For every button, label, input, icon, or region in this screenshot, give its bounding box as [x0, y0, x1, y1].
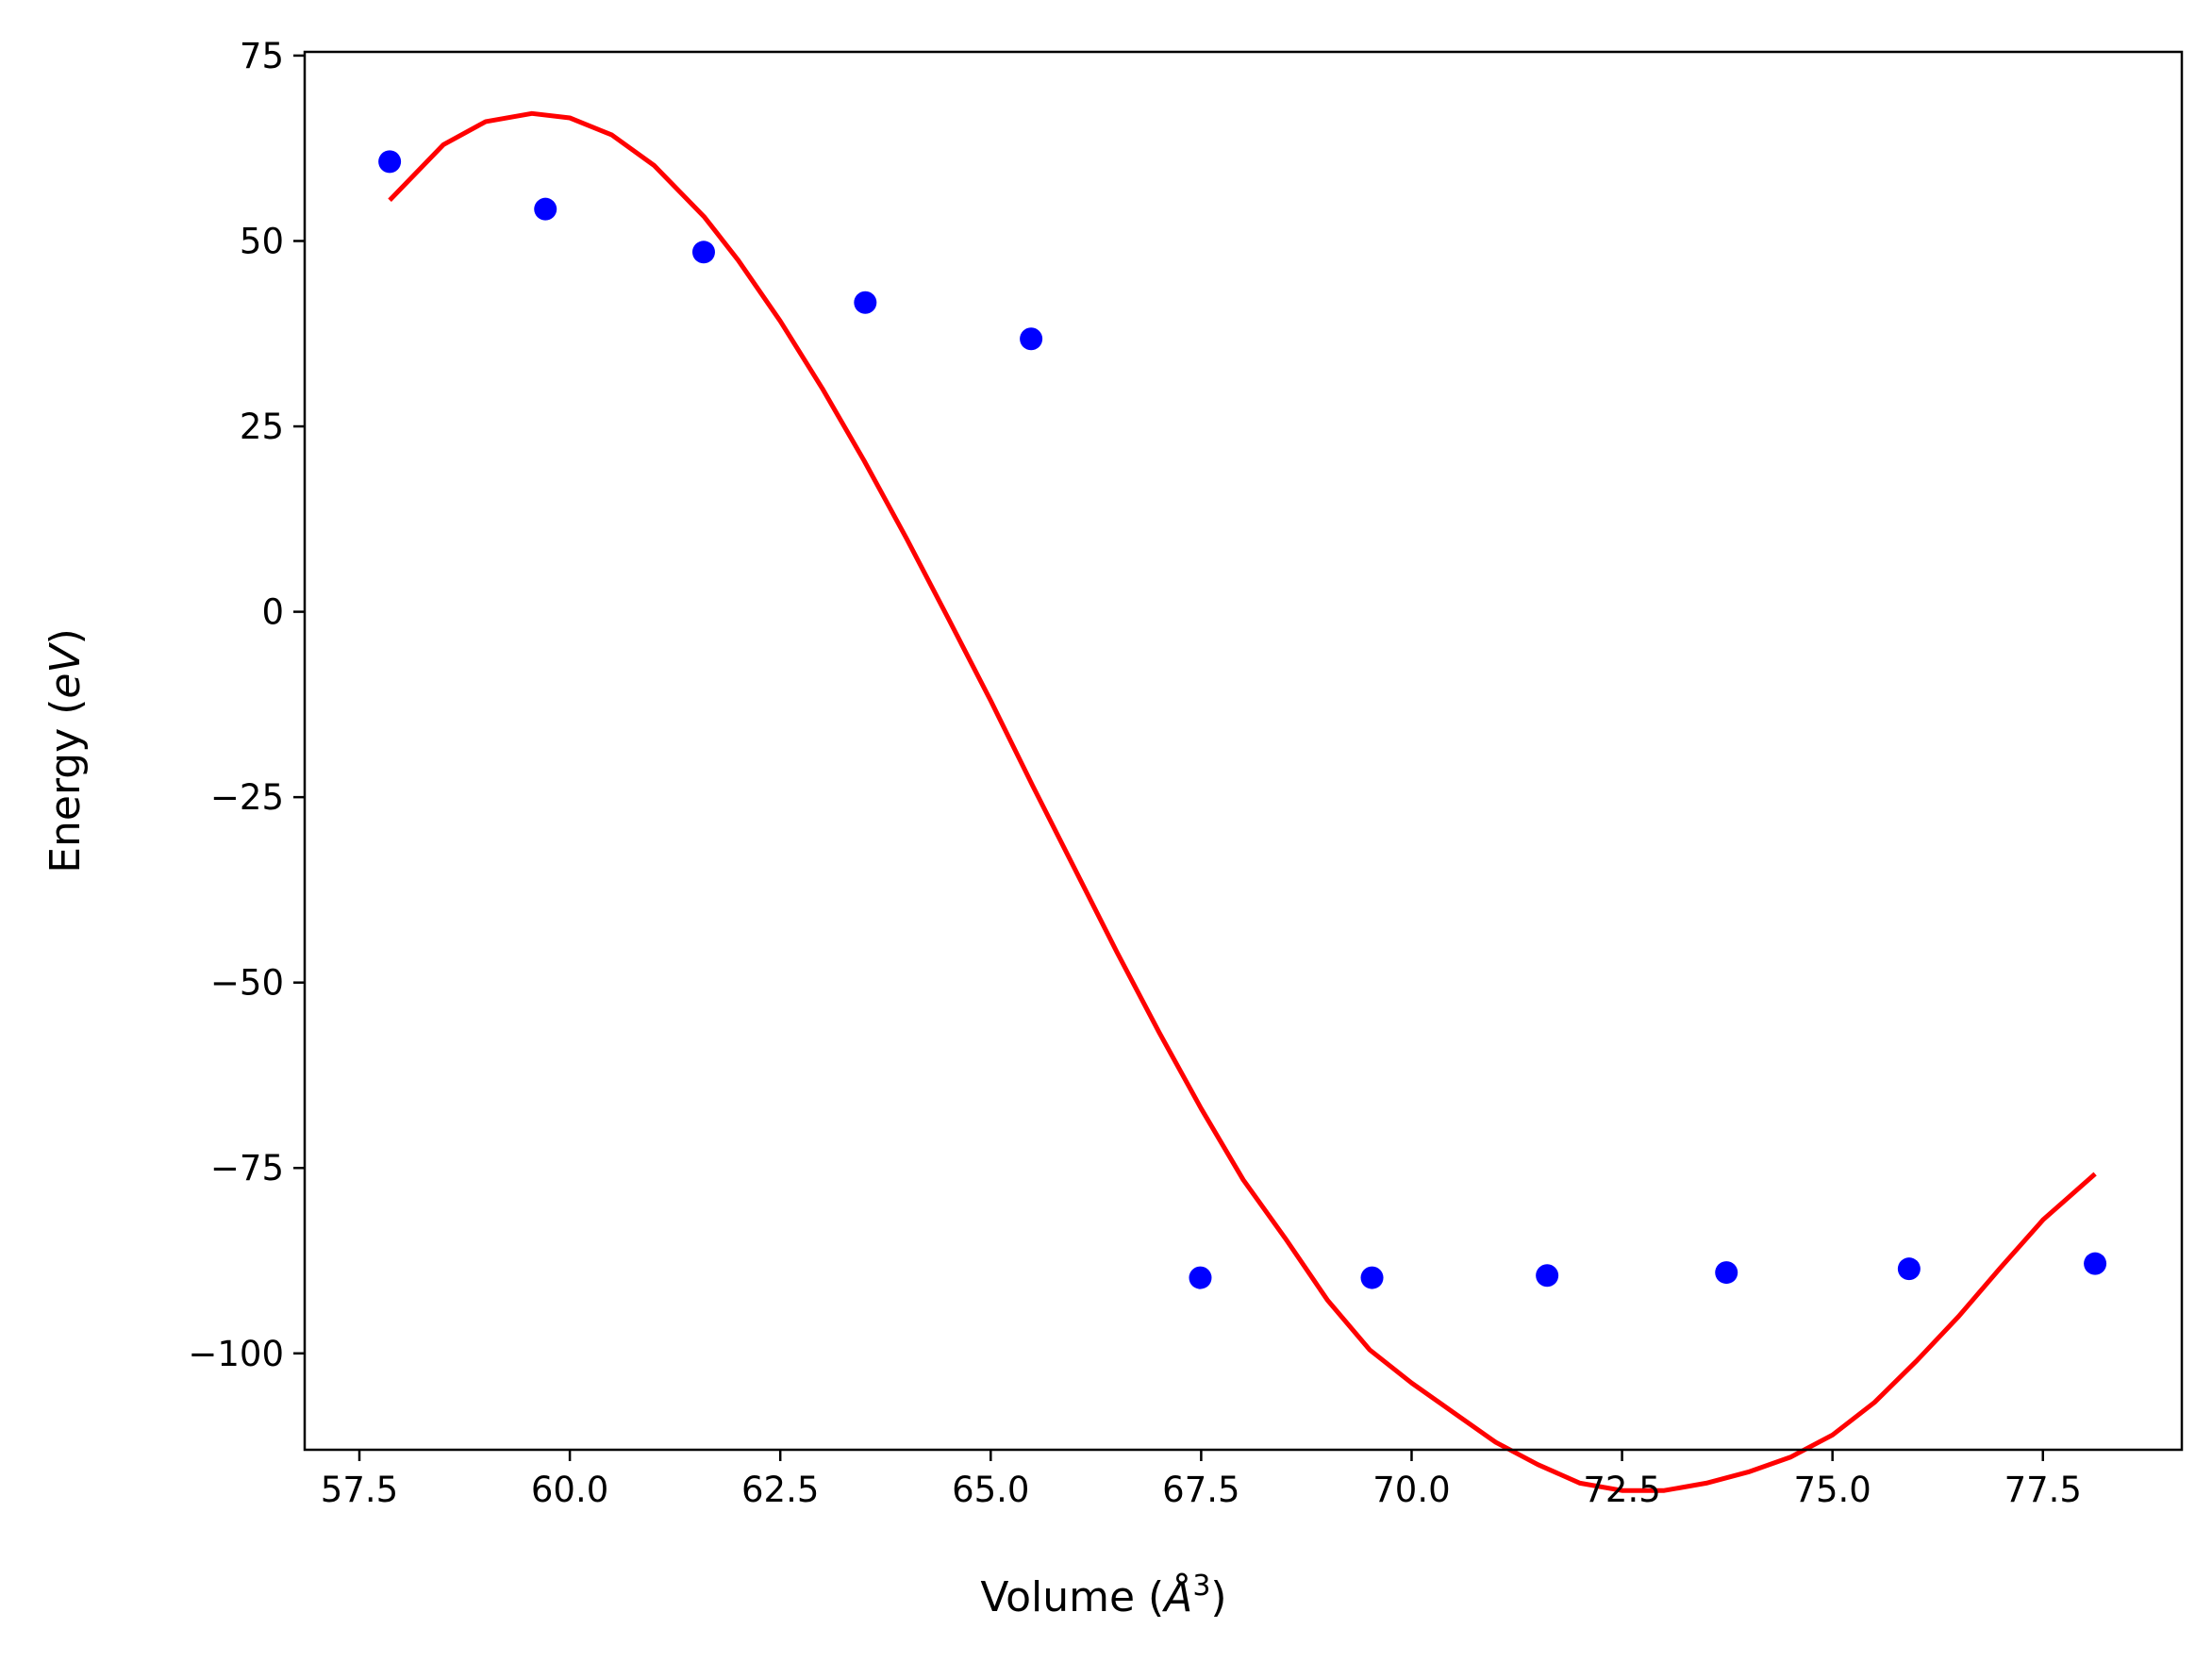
- y-tick-label: −25: [210, 777, 284, 818]
- y-tick-label: 75: [240, 36, 284, 76]
- data-point: [2084, 1252, 2107, 1275]
- x-tick-label: 75.0: [1793, 1470, 1871, 1510]
- x-tick-label: 65.0: [952, 1470, 1029, 1510]
- data-point: [1715, 1261, 1738, 1285]
- y-tick-label: −50: [210, 963, 284, 1004]
- data-point: [1360, 1266, 1384, 1289]
- x-tick-label: 62.5: [741, 1470, 819, 1510]
- y-tick-label: −75: [210, 1148, 284, 1188]
- y-tick-label: −100: [188, 1334, 284, 1374]
- x-tick-label: 70.0: [1372, 1470, 1450, 1510]
- x-axis-title-prefix: Volume (: [980, 1573, 1164, 1621]
- y-tick-label: 0: [261, 592, 284, 633]
- data-point: [1897, 1257, 1921, 1281]
- x-tick-label: 67.5: [1162, 1470, 1239, 1510]
- data-point: [854, 291, 877, 314]
- y-tick-label: 25: [240, 407, 284, 447]
- data-point: [691, 241, 715, 264]
- data-point: [534, 197, 557, 221]
- axes-frame: [303, 50, 2184, 1452]
- y-axis-title: Energy (eV): [42, 628, 90, 873]
- x-axis-title-suffix: ): [1210, 1573, 1226, 1621]
- data-point: [378, 150, 402, 174]
- x-axis-ticks: 57.5 60.0 62.5 65.0 67.5 70.0 72.5 75.0 77.5: [321, 1450, 2082, 1510]
- x-tick-label: 60.0: [531, 1470, 608, 1510]
- x-axis-title-superscript: 3: [1192, 1570, 1210, 1603]
- x-axis-title-unit: Å: [1161, 1571, 1192, 1621]
- y-axis-ticks: 75 50 25 0 −25 −50 −75 −100: [188, 36, 305, 1374]
- data-point: [1189, 1266, 1212, 1289]
- data-point: [1020, 327, 1043, 351]
- y-axis-title-suffix: ): [42, 628, 90, 644]
- x-tick-label: 57.5: [321, 1470, 398, 1510]
- x-axis-title: Volume (Å3): [980, 1570, 1226, 1622]
- x-tick-label: 72.5: [1583, 1470, 1660, 1510]
- y-axis-title-unit: eV: [42, 642, 90, 699]
- y-tick-label: 50: [240, 221, 284, 261]
- data-point: [1536, 1264, 1559, 1288]
- y-axis-title-prefix: Energy (: [42, 699, 90, 873]
- x-tick-label: 77.5: [2004, 1470, 2082, 1510]
